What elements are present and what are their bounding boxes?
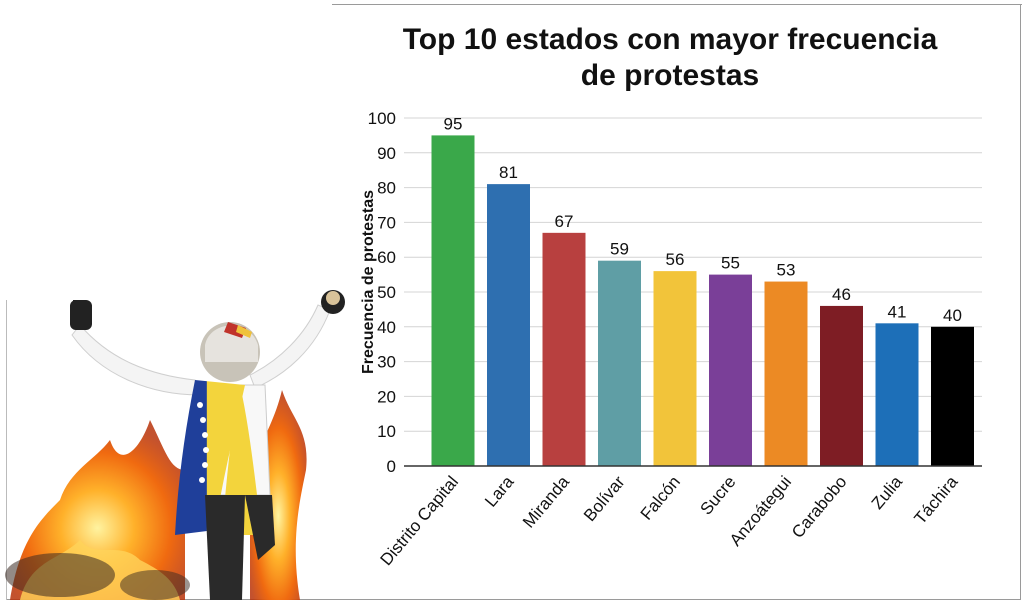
x-tick-label: Carabobo bbox=[788, 472, 851, 541]
bar-value-label: 55 bbox=[721, 254, 740, 273]
bar bbox=[875, 323, 919, 466]
chart-title-line-2: de protestas bbox=[580, 59, 760, 92]
y-tick-label: 100 bbox=[368, 109, 396, 128]
bar-value-label: 46 bbox=[832, 285, 851, 304]
chart-title: Top 10 estados con mayor frecuencia de p… bbox=[365, 22, 975, 94]
frame-line-top bbox=[332, 4, 1022, 5]
bar-value-label: 67 bbox=[555, 212, 574, 231]
y-tick-labels: 0 10 20 30 40 50 60 70 80 90 100 bbox=[368, 109, 396, 476]
data-labels: 95 81 67 59 56 55 53 46 41 40 bbox=[444, 114, 962, 324]
bar-value-label: 53 bbox=[777, 261, 796, 280]
frame-line-right bbox=[1020, 4, 1021, 600]
x-tick-label: Falcón bbox=[637, 472, 684, 523]
x-tick-label: Zulia bbox=[868, 472, 907, 513]
x-tick-label: Táchira bbox=[911, 472, 962, 528]
y-tick-label: 90 bbox=[377, 144, 396, 163]
bar-value-label: 41 bbox=[888, 302, 907, 321]
bar bbox=[653, 271, 697, 466]
y-axis-label: Frecuencia de protestas bbox=[360, 190, 377, 374]
bar bbox=[598, 260, 641, 466]
x-tick-label: Distrito Capital bbox=[376, 472, 462, 569]
chart-title-line-1: Top 10 estados con mayor frecuencia bbox=[402, 23, 938, 56]
protester-figure bbox=[70, 290, 345, 600]
y-tick-label: 50 bbox=[377, 283, 396, 302]
bar bbox=[764, 281, 808, 466]
x-tick-label: Lara bbox=[481, 472, 518, 511]
y-tick-label: 0 bbox=[387, 457, 396, 476]
y-tick-label: 30 bbox=[377, 353, 396, 372]
bars bbox=[431, 135, 974, 466]
bar-value-label: 40 bbox=[943, 306, 962, 325]
x-tick-label: Sucre bbox=[696, 472, 739, 518]
bar bbox=[542, 232, 586, 466]
bar-value-label: 59 bbox=[610, 240, 629, 259]
y-tick-label: 10 bbox=[377, 422, 396, 441]
frame-line-bottom bbox=[6, 599, 1021, 600]
bar bbox=[931, 326, 974, 466]
y-tick-label: 60 bbox=[377, 248, 396, 267]
y-tick-label: 20 bbox=[377, 387, 396, 406]
bar-value-label: 56 bbox=[666, 250, 685, 269]
bar bbox=[820, 305, 863, 466]
bar bbox=[709, 274, 752, 466]
frame-line-left bbox=[6, 300, 7, 600]
bar bbox=[487, 184, 530, 466]
bar-value-label: 95 bbox=[444, 114, 463, 133]
bar-value-label: 81 bbox=[499, 163, 518, 182]
y-tick-label: 40 bbox=[377, 318, 396, 337]
bar bbox=[431, 135, 475, 466]
x-tick-label: Bolívar bbox=[580, 472, 629, 525]
y-tick-label: 70 bbox=[377, 213, 396, 232]
x-tick-label: Miranda bbox=[519, 472, 573, 532]
protester-photo bbox=[5, 290, 345, 600]
x-tick-labels: Distrito Capital Lara Miranda Bolívar Falcón… bbox=[376, 472, 961, 569]
y-tick-label: 80 bbox=[377, 179, 396, 198]
